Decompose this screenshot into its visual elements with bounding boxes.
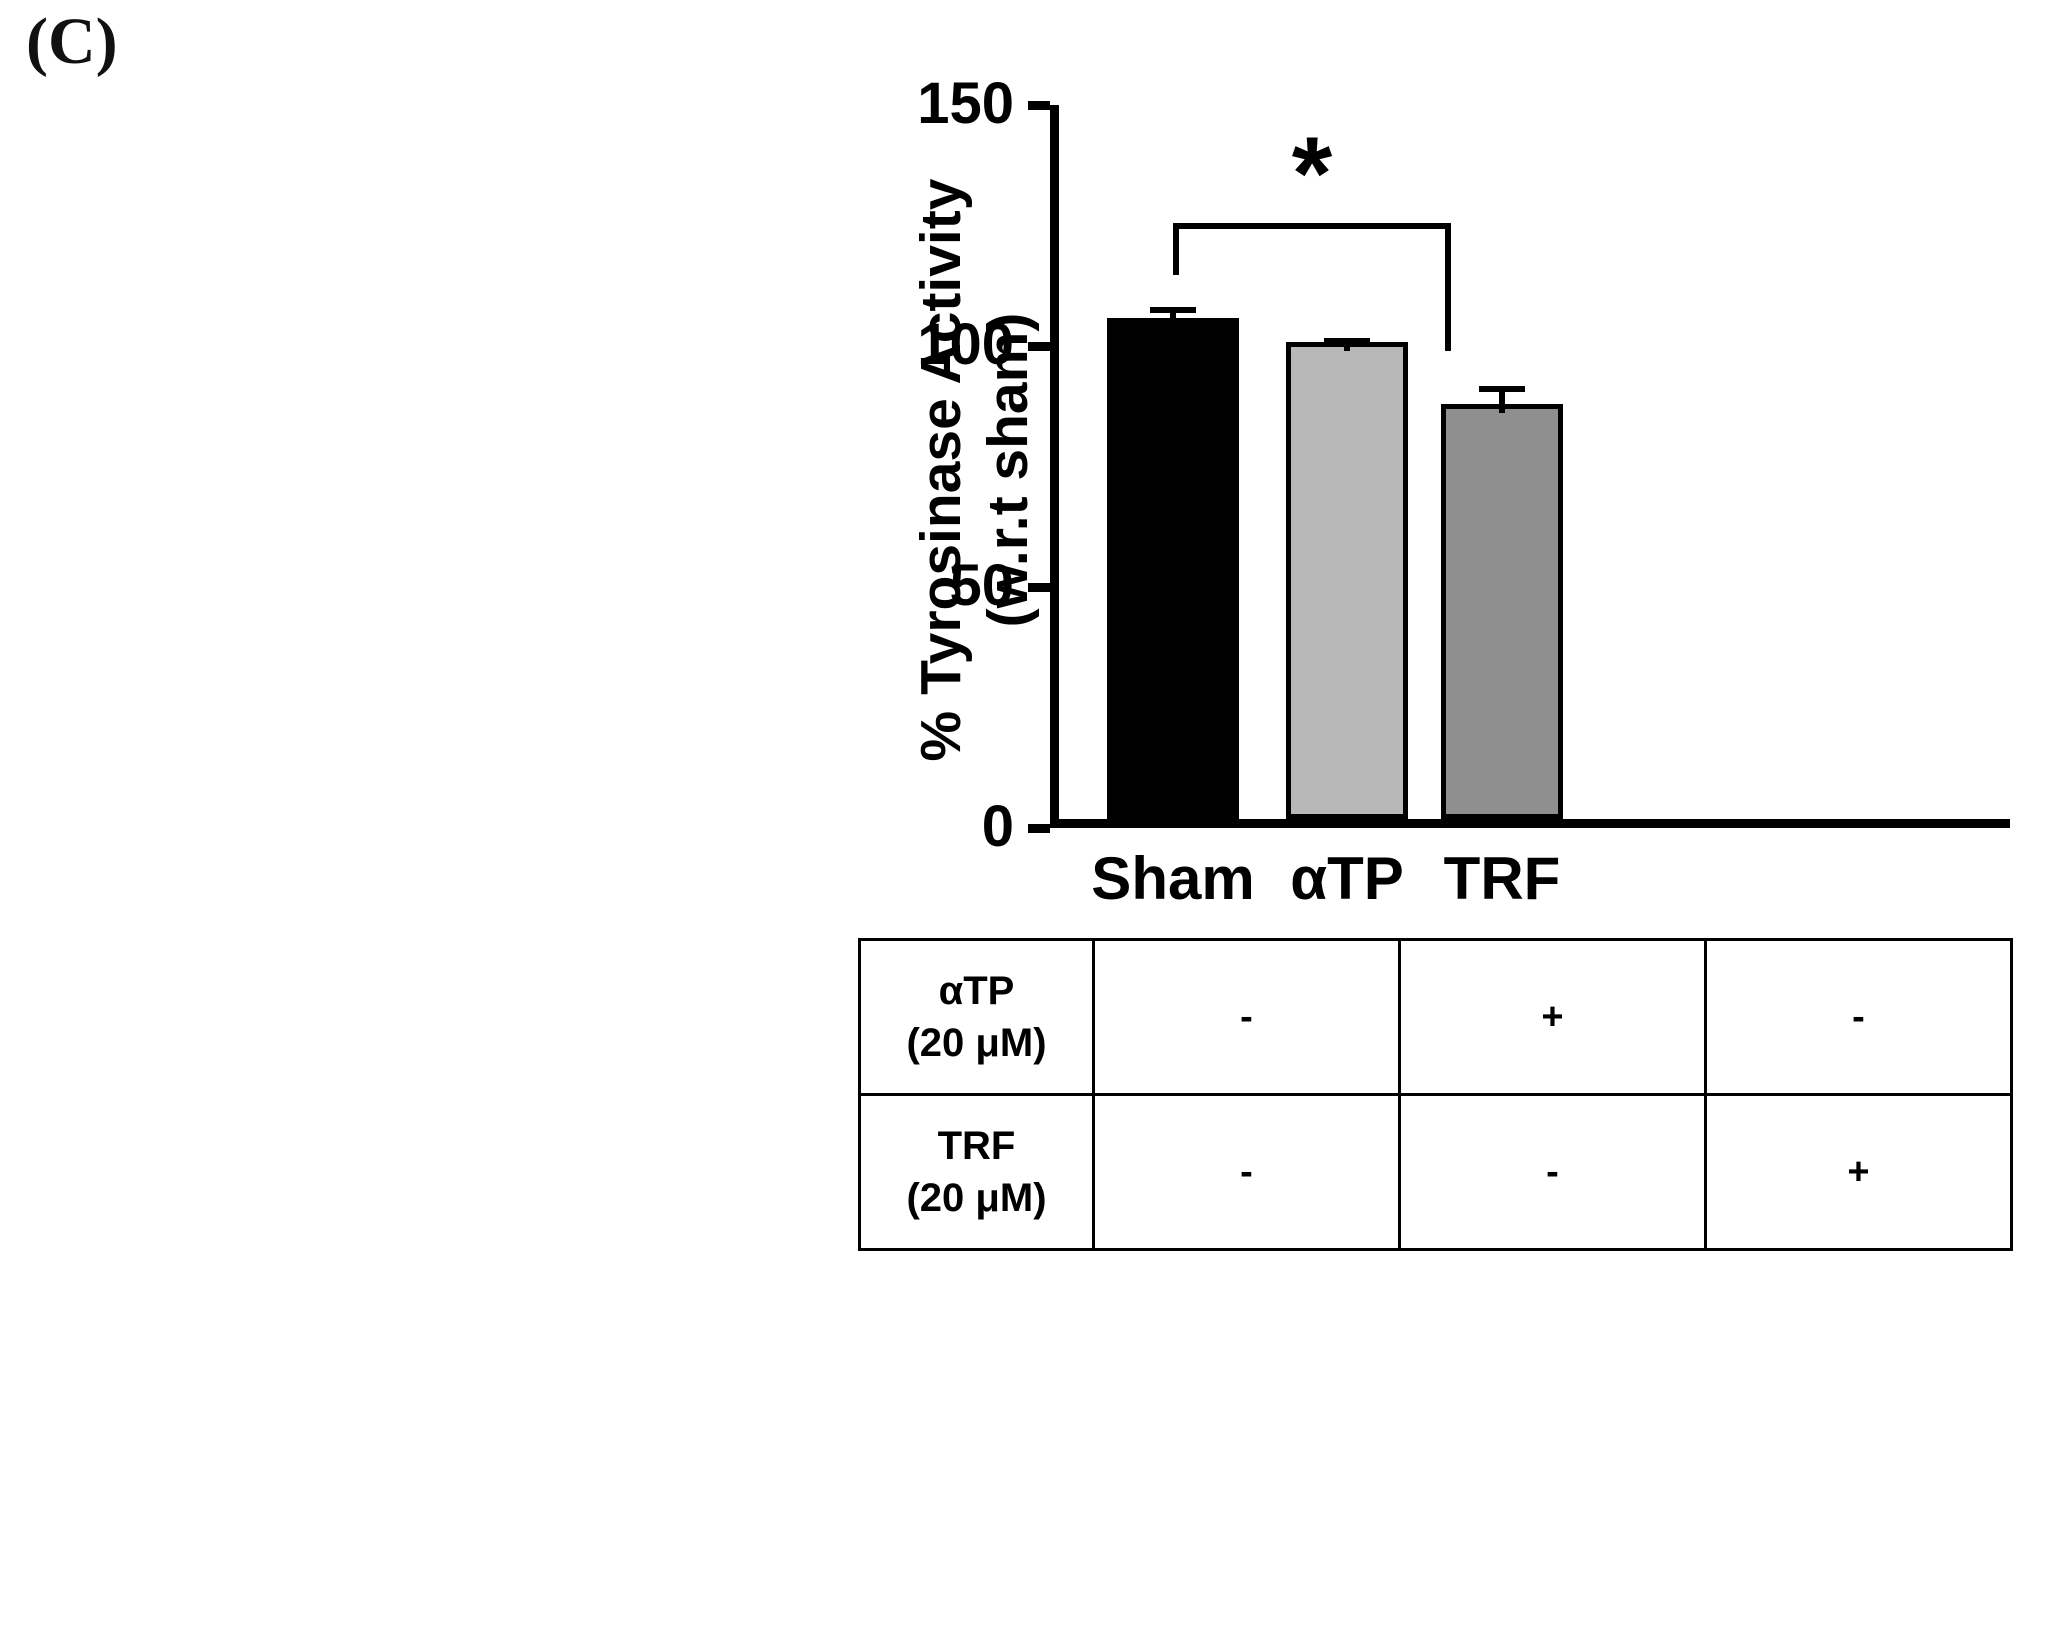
y-axis-tick-label: 100 <box>917 312 1014 377</box>
y-axis-tick <box>1028 342 1050 351</box>
error-bar-cap <box>1150 306 1196 313</box>
error-bar <box>1170 309 1176 327</box>
x-axis-labels: Sham αTP TRF <box>1059 844 2019 934</box>
treatment-table-body: αTP (20 μM) - + - TRF (20 μM) - - + <box>858 938 2013 1251</box>
error-bar <box>1499 389 1505 414</box>
x-axis-label-trf: TRF <box>1443 845 1561 912</box>
y-axis-tick <box>1028 583 1050 592</box>
y-axis-title-line1: % Tyrosinase Activity <box>909 178 973 762</box>
significance-star: * <box>1291 116 1333 232</box>
significance-bracket-line <box>1173 223 1451 229</box>
treatment-value-cell: + <box>1704 1093 2013 1251</box>
y-axis-title: % Tyrosinase Activity (w.r.t sham) <box>908 80 1048 860</box>
treatment-label-cell: TRF (20 μM) <box>858 1093 1095 1251</box>
significance-bracket-left-drop <box>1173 223 1179 275</box>
y-axis-tick <box>1028 101 1050 110</box>
bar-sham <box>1107 317 1239 819</box>
y-axis-tick <box>1028 824 1050 833</box>
treatment-value-cell: - <box>1092 938 1401 1096</box>
treatment-table: αTP (20 μM) - + - TRF (20 μM) - - + <box>858 938 2013 1251</box>
treatment-value-cell: - <box>1398 1093 1707 1251</box>
error-bar <box>1344 341 1350 351</box>
bar-atp <box>1286 341 1408 819</box>
significance-bracket-right-drop <box>1445 223 1451 351</box>
x-axis-label-atp: αTP <box>1290 845 1404 912</box>
treatment-table-row: αTP (20 μM) - + - <box>858 938 2013 1096</box>
treatment-label-cell: αTP (20 μM) <box>858 938 1095 1096</box>
plot-area: 0 50 100 150 * <box>917 72 2010 859</box>
treatment-value-cell: - <box>1704 938 2013 1096</box>
error-bar-cap <box>1479 386 1525 393</box>
panel-label: (C) <box>26 5 118 78</box>
x-axis-label-sham: Sham <box>1091 845 1255 912</box>
y-axis-tick-label: 150 <box>917 71 1014 136</box>
treatment-table-row: TRF (20 μM) - - + <box>858 1093 2013 1251</box>
treatment-value-cell: - <box>1092 1093 1401 1251</box>
bar-trf <box>1441 404 1563 819</box>
error-bar-cap <box>1324 338 1370 345</box>
y-axis-tick-label: 0 <box>981 794 1014 859</box>
y-axis-title-line2: (w.r.t sham) <box>976 312 1040 628</box>
treatment-value-cell: + <box>1398 938 1707 1096</box>
y-axis-tick-label: 50 <box>949 553 1014 618</box>
